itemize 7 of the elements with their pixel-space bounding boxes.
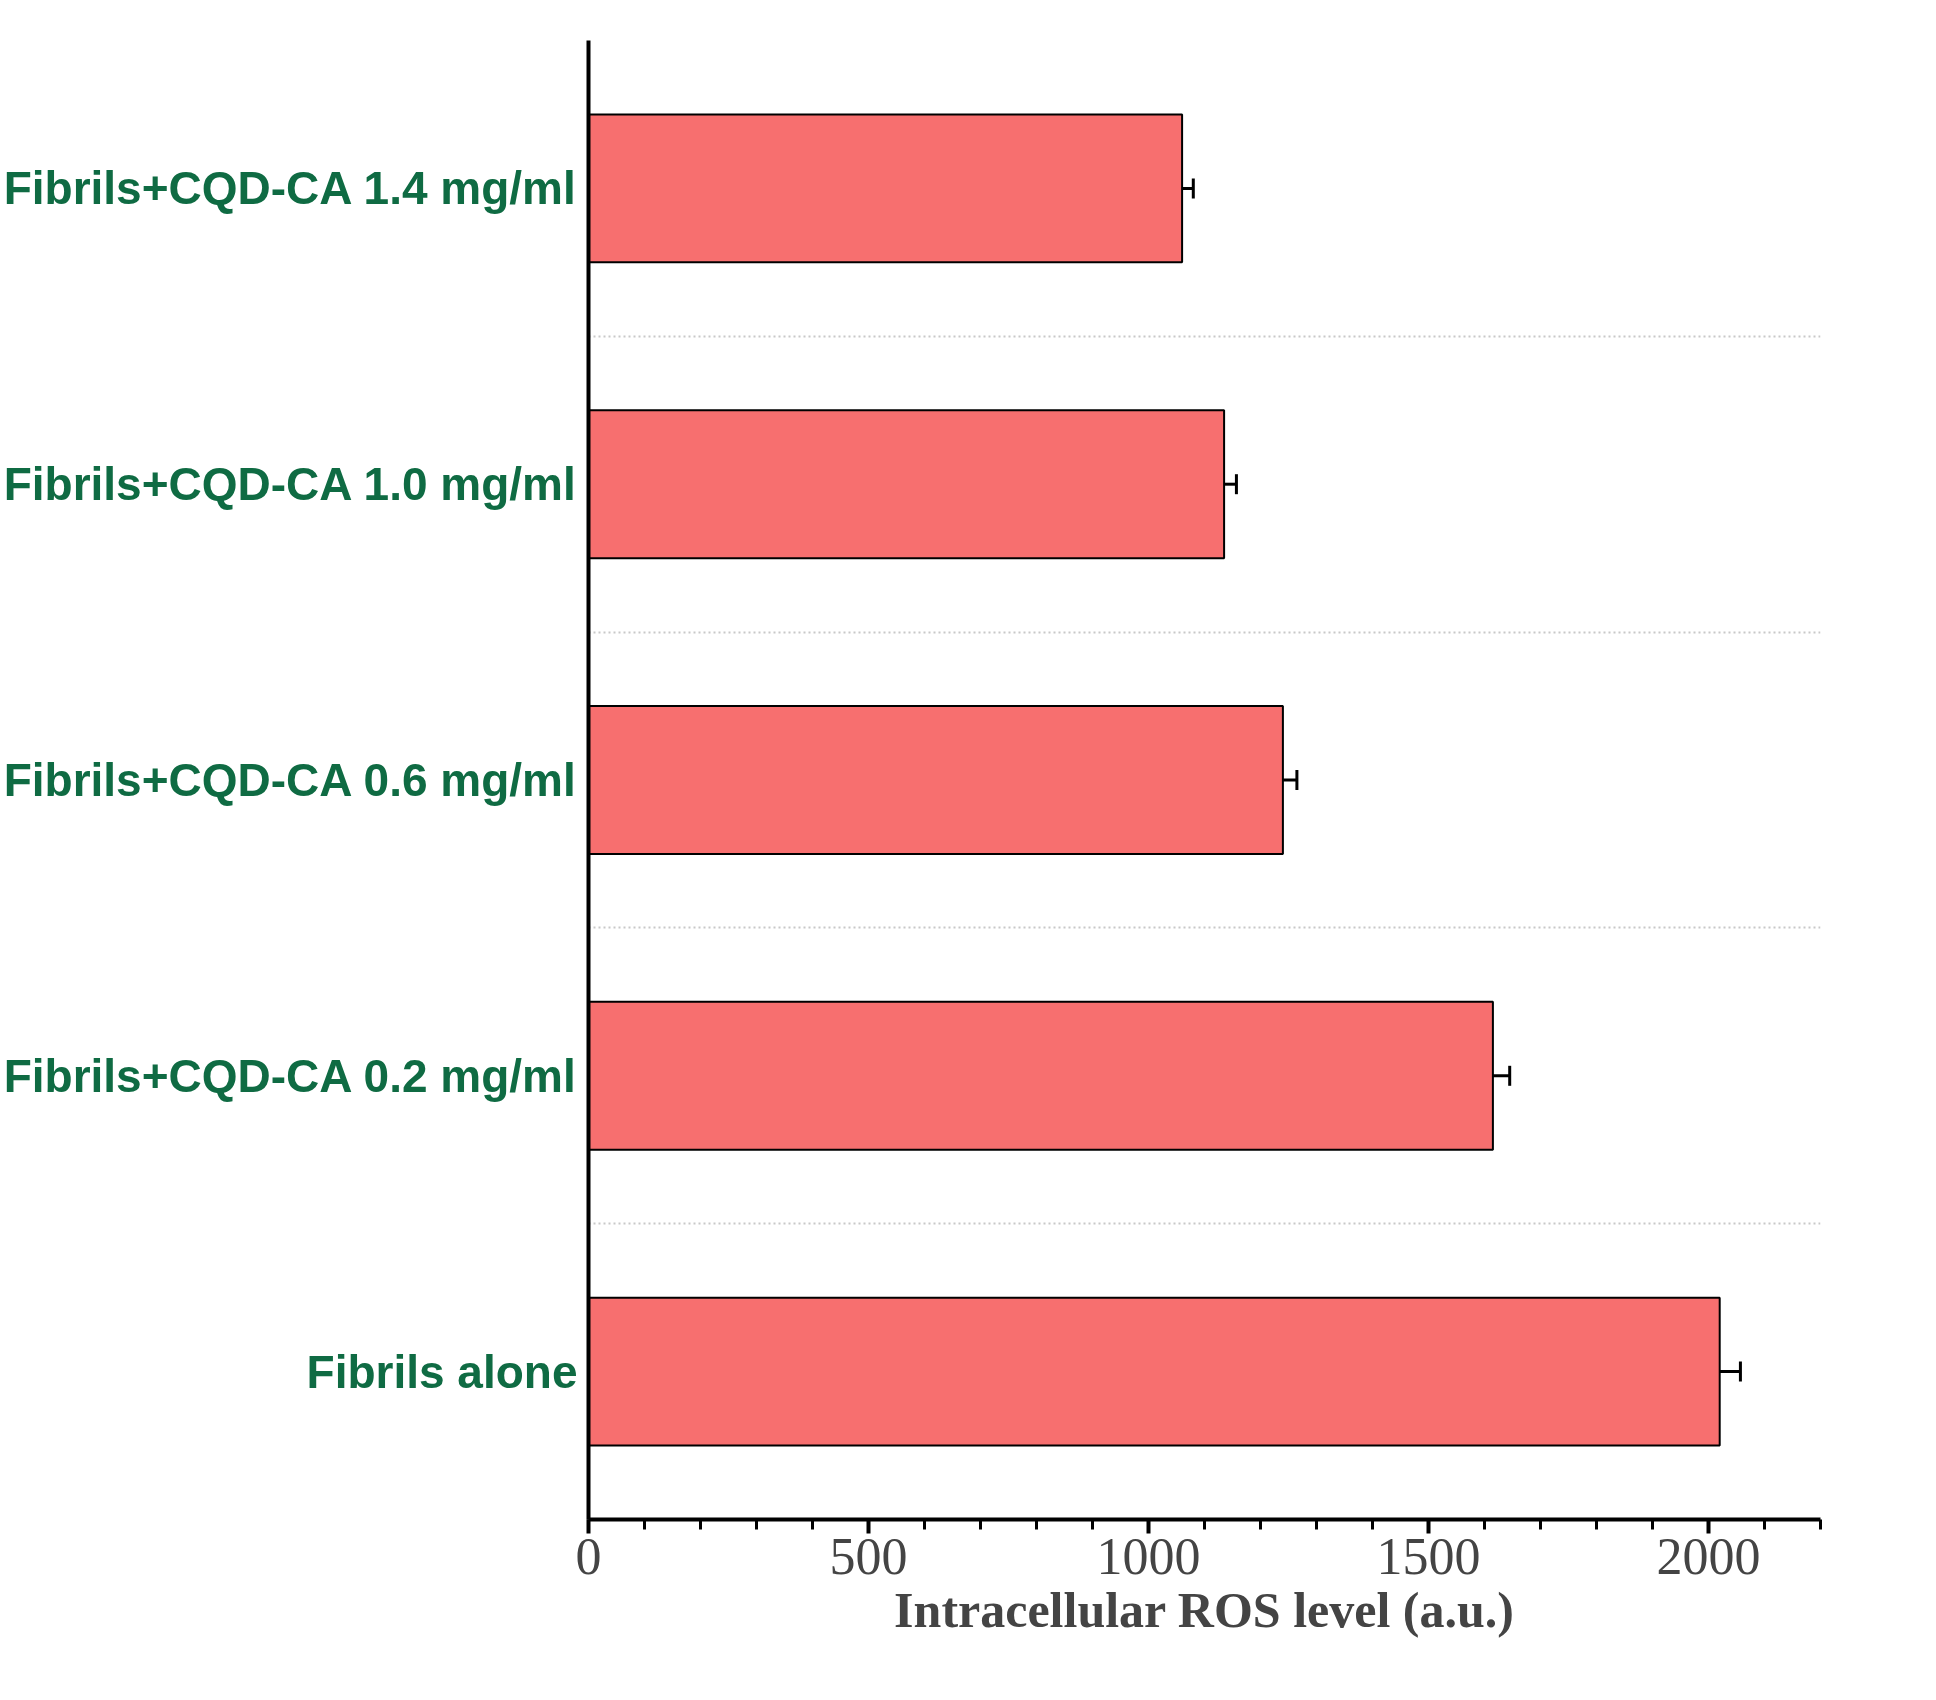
y-tick-label: Fibrils+CQD-CA 1.0 mg/ml bbox=[3, 458, 576, 511]
y-tick-label: Fibrils+CQD-CA 0.2 mg/ml bbox=[3, 1049, 576, 1102]
x-tick-label: 0 bbox=[575, 1527, 602, 1585]
y-tick-label: Fibrils+CQD-CA 0.6 mg/ml bbox=[3, 754, 576, 806]
y-tick-label: Fibrils alone bbox=[306, 1345, 578, 1398]
x-tick-label: 2000 bbox=[1656, 1527, 1761, 1585]
y-tick-label: Fibrils+CQD-CA 1.4 mg/ml bbox=[3, 162, 576, 215]
